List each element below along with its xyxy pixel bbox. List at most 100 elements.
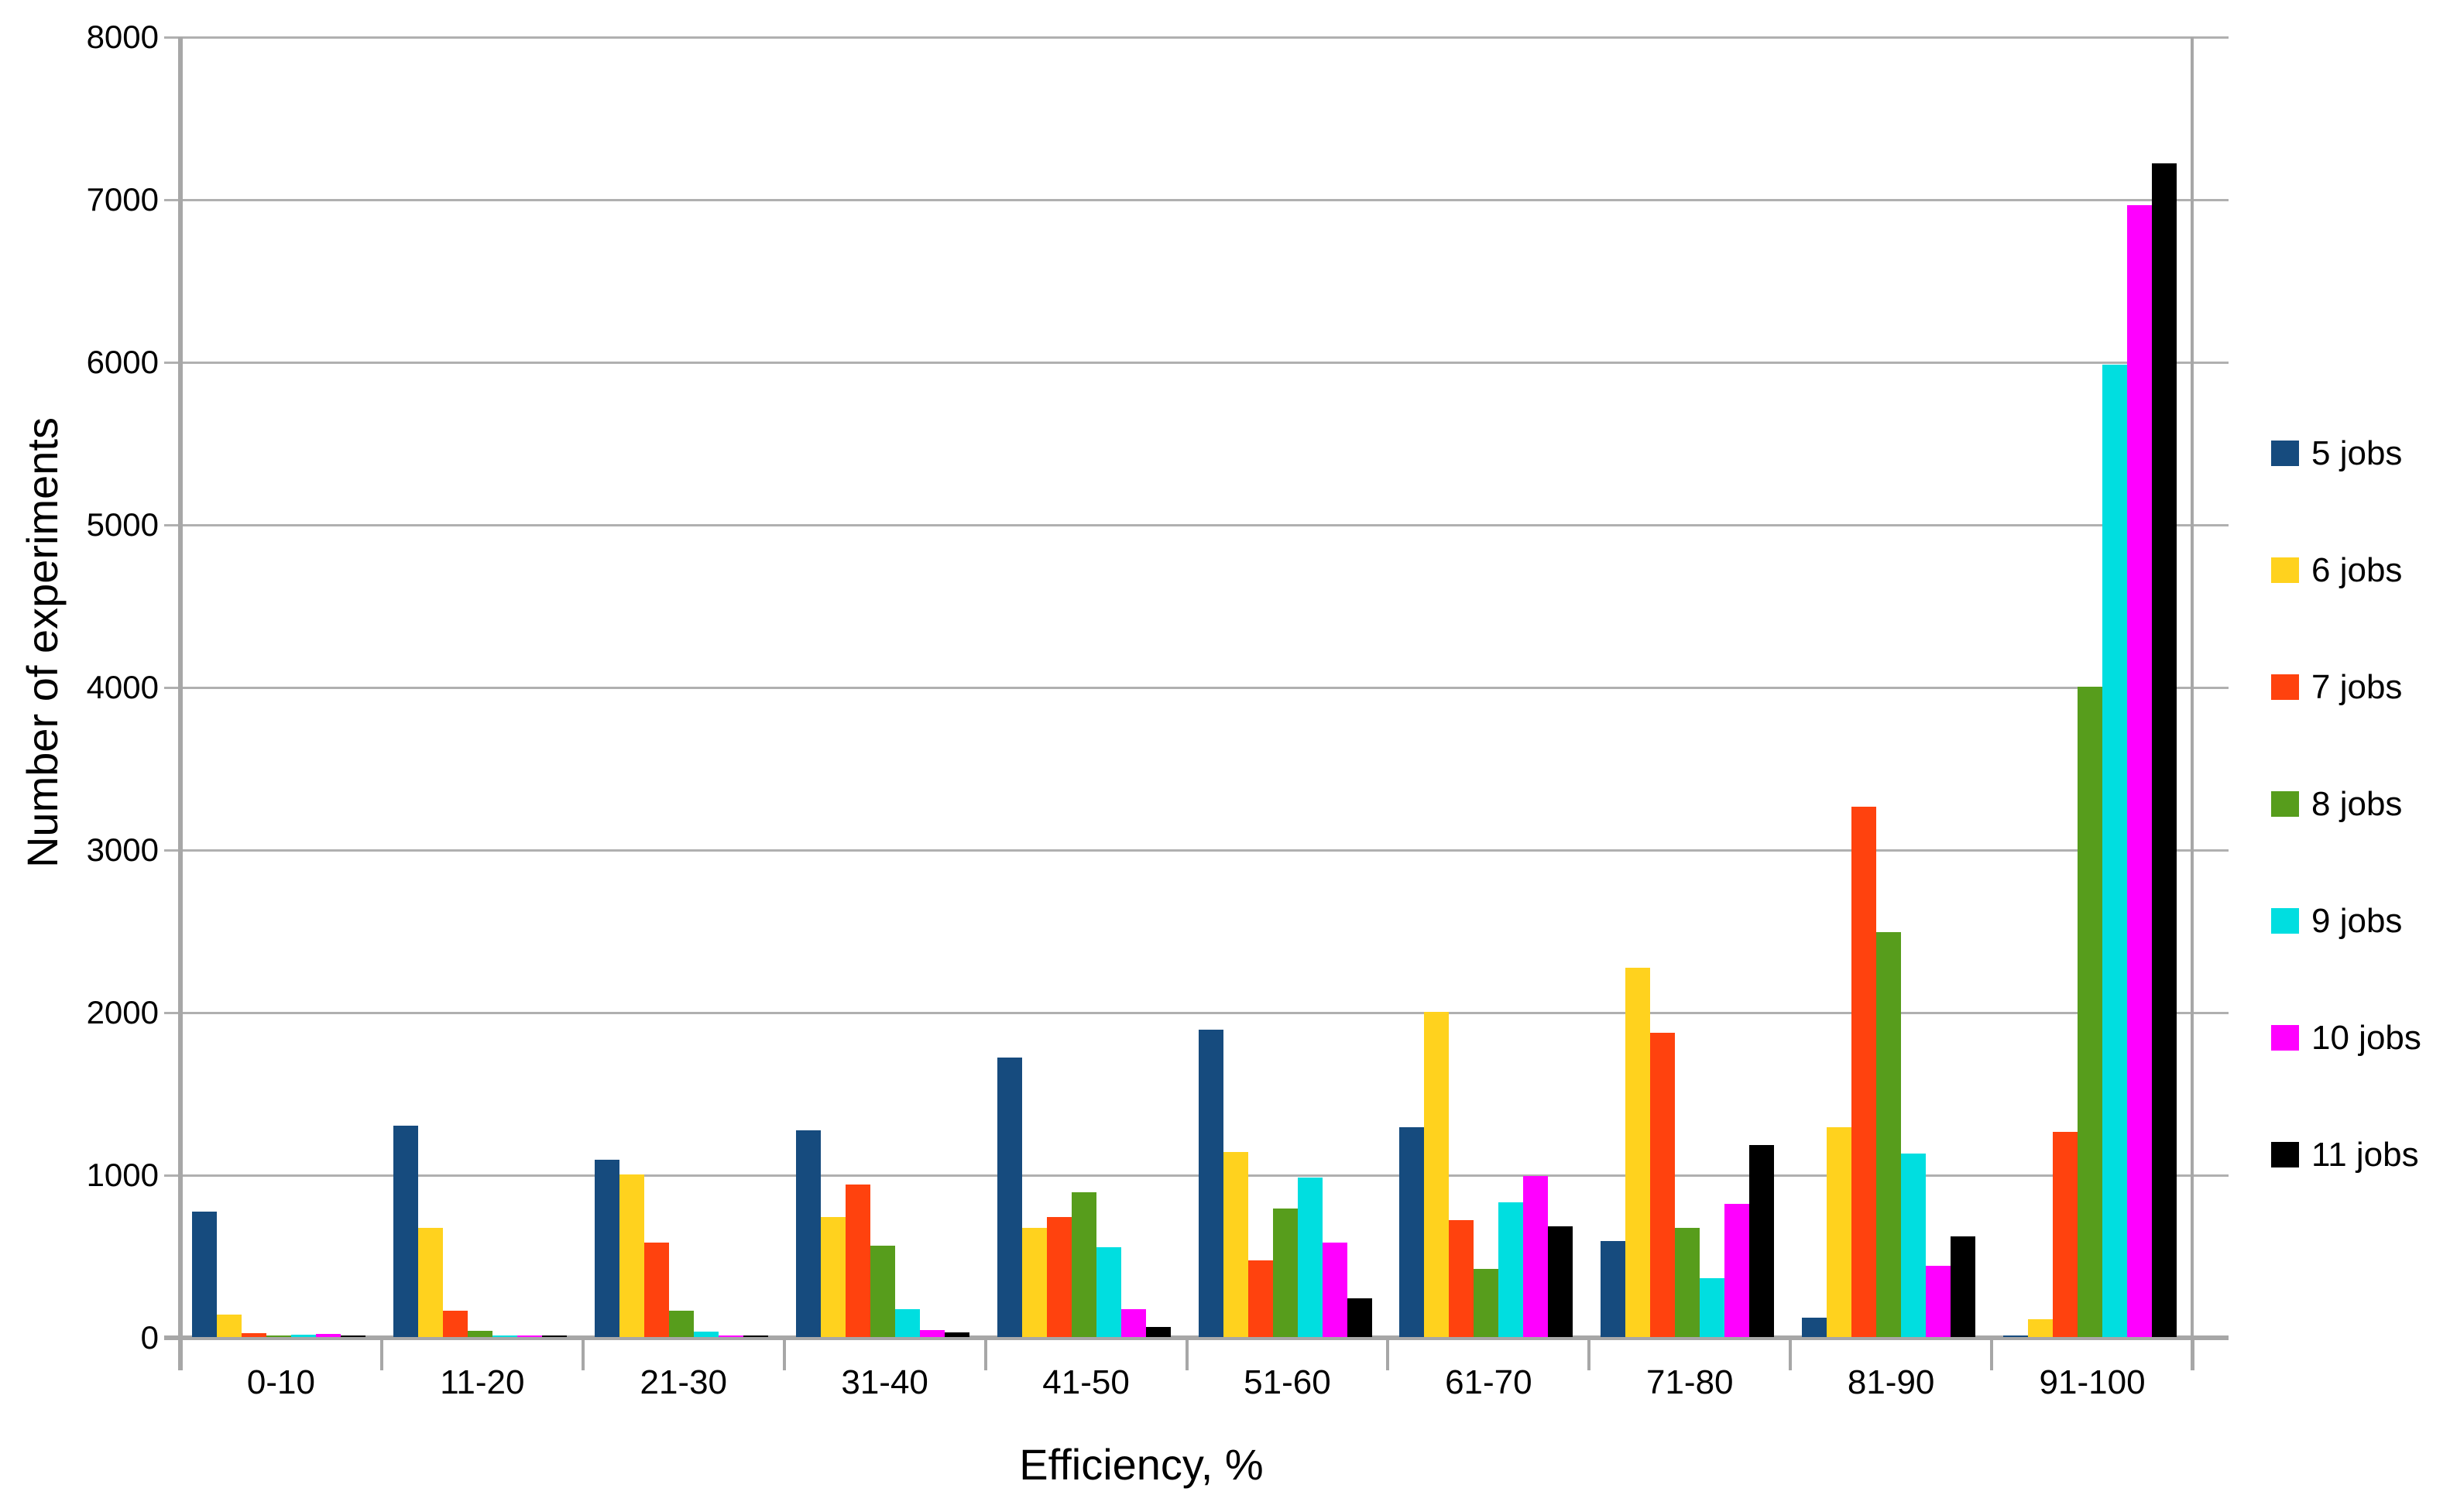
x-tick-mark — [1587, 1338, 1591, 1370]
x-tick-label: 61-70 — [1445, 1363, 1532, 1401]
bar-10-jobs-91-100 — [2127, 205, 2153, 1337]
bar-8-jobs-81-90 — [1876, 932, 1902, 1337]
legend-label: 9 jobs — [2311, 901, 2403, 940]
legend-label: 6 jobs — [2311, 550, 2403, 589]
bar-6-jobs-51-60 — [1223, 1152, 1248, 1337]
bar-9-jobs-81-90 — [1901, 1154, 1927, 1337]
bar-11-jobs-41-50 — [1145, 1327, 1171, 1337]
bar-7-jobs-11-20 — [442, 1311, 468, 1337]
bar-9-jobs-0-10 — [291, 1335, 316, 1337]
legend-item-6-jobs: 6 jobs — [2271, 512, 2421, 629]
bar-6-jobs-11-20 — [417, 1228, 443, 1337]
bar-9-jobs-11-20 — [492, 1335, 517, 1337]
bar-6-jobs-61-70 — [1424, 1012, 1450, 1337]
bar-7-jobs-41-50 — [1046, 1217, 1072, 1337]
bar-10-jobs-31-40 — [919, 1330, 945, 1337]
x-tick-label: 11-20 — [440, 1363, 525, 1401]
x-tick-label: 71-80 — [1645, 1363, 1734, 1401]
bar-8-jobs-91-100 — [2078, 687, 2103, 1337]
bar-10-jobs-51-60 — [1322, 1243, 1347, 1337]
x-axis-line — [164, 1335, 2229, 1340]
bar-10-jobs-11-20 — [516, 1335, 542, 1337]
bar-6-jobs-71-80 — [1625, 968, 1651, 1337]
x-tick-label: 0-10 — [246, 1363, 315, 1401]
y-tick-label: 6000 — [86, 344, 159, 380]
bar-8-jobs-21-30 — [668, 1311, 694, 1337]
bar-5-jobs-71-80 — [1601, 1241, 1626, 1337]
bar-10-jobs-61-70 — [1523, 1176, 1549, 1337]
bar-9-jobs-51-60 — [1297, 1178, 1323, 1337]
legend-swatch — [2271, 674, 2299, 700]
bar-8-jobs-61-70 — [1474, 1269, 1499, 1337]
bar-7-jobs-71-80 — [1650, 1033, 1676, 1337]
legend-label: 10 jobs — [2311, 1018, 2421, 1057]
bar-6-jobs-91-100 — [2028, 1319, 2054, 1337]
bar-7-jobs-51-60 — [1247, 1260, 1273, 1337]
bar-11-jobs-11-20 — [541, 1335, 567, 1337]
x-tick-mark — [1990, 1338, 1994, 1370]
legend-item-10-jobs: 10 jobs — [2271, 979, 2421, 1096]
y-tick-label: 3000 — [86, 831, 159, 868]
bar-5-jobs-41-50 — [997, 1058, 1022, 1337]
x-tick-label: 51-60 — [1244, 1363, 1331, 1401]
y-tick-label: 0 — [140, 1319, 159, 1356]
x-tick-mark — [782, 1338, 786, 1370]
legend-item-11-jobs: 11 jobs — [2271, 1096, 2421, 1213]
gridline-4000 — [164, 686, 2229, 689]
gridline-7000 — [164, 198, 2229, 201]
legend-label: 7 jobs — [2311, 667, 2403, 706]
x-tick-label: 41-50 — [1042, 1363, 1130, 1401]
bar-11-jobs-51-60 — [1347, 1298, 1372, 1337]
y-axis-line — [178, 37, 183, 1370]
bar-6-jobs-0-10 — [217, 1315, 242, 1337]
gridline-2000 — [164, 1011, 2229, 1014]
gridline-5000 — [164, 523, 2229, 526]
bar-7-jobs-21-30 — [643, 1243, 669, 1337]
bar-8-jobs-71-80 — [1675, 1228, 1700, 1337]
gridline-3000 — [164, 849, 2229, 852]
x-axis-title: Efficiency, % — [1019, 1440, 1264, 1489]
bar-7-jobs-0-10 — [242, 1333, 266, 1337]
bar-9-jobs-91-100 — [2102, 365, 2128, 1337]
gridline-1000 — [164, 1174, 2229, 1177]
x-tick-label: 21-30 — [640, 1363, 728, 1401]
y-tick-label: 7000 — [86, 181, 159, 218]
bar-5-jobs-51-60 — [1198, 1030, 1223, 1337]
bar-6-jobs-41-50 — [1021, 1228, 1047, 1337]
y-tick-label: 1000 — [86, 1157, 159, 1193]
bar-10-jobs-21-30 — [718, 1335, 743, 1337]
bar-10-jobs-71-80 — [1724, 1204, 1750, 1337]
gridline-6000 — [164, 361, 2229, 364]
bar-11-jobs-0-10 — [341, 1335, 365, 1337]
legend-swatch — [2271, 1025, 2299, 1051]
x-tick-mark — [1789, 1338, 1793, 1370]
bar-5-jobs-91-100 — [2003, 1335, 2029, 1337]
x-tick-mark — [379, 1338, 383, 1370]
bar-11-jobs-81-90 — [1951, 1236, 1976, 1337]
legend-swatch — [2271, 791, 2299, 817]
bar-5-jobs-21-30 — [594, 1160, 619, 1337]
bar-5-jobs-31-40 — [795, 1130, 821, 1337]
bar-11-jobs-21-30 — [743, 1335, 768, 1337]
x-tick-label: 31-40 — [841, 1363, 928, 1401]
x-tick-mark — [1185, 1338, 1189, 1370]
bar-8-jobs-31-40 — [870, 1246, 895, 1337]
bar-8-jobs-51-60 — [1272, 1209, 1298, 1337]
bar-10-jobs-81-90 — [1926, 1266, 1951, 1337]
bar-7-jobs-81-90 — [1851, 807, 1877, 1337]
bar-10-jobs-0-10 — [316, 1334, 341, 1337]
legend-item-8-jobs: 8 jobs — [2271, 746, 2421, 862]
bar-11-jobs-31-40 — [944, 1332, 969, 1337]
bar-7-jobs-91-100 — [2053, 1132, 2078, 1337]
x-tick-mark — [983, 1338, 987, 1370]
bar-8-jobs-41-50 — [1071, 1192, 1096, 1337]
gridline-8000 — [164, 36, 2229, 39]
legend-item-9-jobs: 9 jobs — [2271, 862, 2421, 979]
bar-9-jobs-31-40 — [894, 1309, 920, 1337]
plot-right-border — [2191, 37, 2194, 1370]
bar-5-jobs-81-90 — [1802, 1318, 1827, 1337]
bar-6-jobs-31-40 — [820, 1217, 846, 1337]
bar-5-jobs-61-70 — [1399, 1127, 1425, 1337]
legend-swatch — [2271, 908, 2299, 934]
